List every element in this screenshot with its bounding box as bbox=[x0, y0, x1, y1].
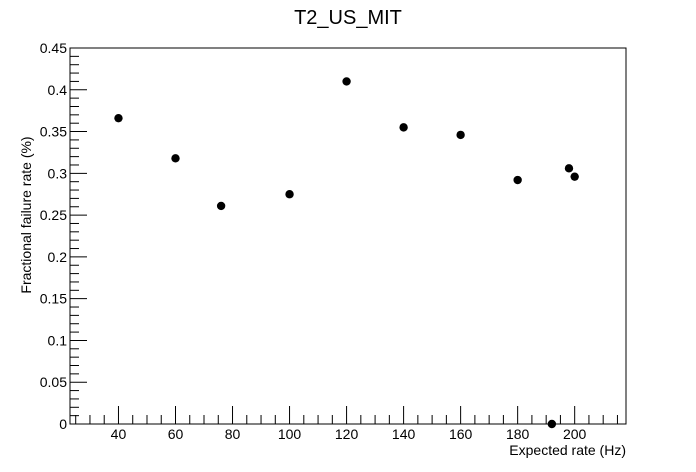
data-point-3 bbox=[216, 201, 226, 211]
x-tick-label: 200 bbox=[563, 426, 587, 442]
x-tick-label: 140 bbox=[392, 426, 416, 442]
y-tick-label: 0.35 bbox=[40, 124, 67, 140]
chart-title: T2_US_MIT bbox=[294, 7, 402, 29]
data-point-6 bbox=[399, 123, 408, 132]
x-tick-label: 180 bbox=[506, 426, 530, 442]
data-point-4 bbox=[285, 190, 294, 199]
y-tick-label: 0.15 bbox=[40, 291, 67, 307]
y-tick-label: 0.3 bbox=[48, 165, 68, 181]
data-point-10 bbox=[564, 164, 574, 173]
y-axis-label: Fractional failure rate (%) bbox=[18, 136, 34, 293]
y-tick-label: 0.25 bbox=[40, 207, 67, 223]
x-tick-label: 60 bbox=[168, 426, 184, 442]
x-tick-label: 100 bbox=[278, 426, 302, 442]
x-tick-label: 80 bbox=[225, 426, 241, 442]
data-points bbox=[114, 77, 579, 429]
x-axis-label: Expected rate (Hz) bbox=[509, 442, 626, 458]
data-point-11 bbox=[570, 172, 579, 181]
y-tick-label: 0.2 bbox=[48, 249, 68, 265]
data-point-2 bbox=[171, 154, 180, 163]
data-point-9 bbox=[547, 419, 557, 429]
x-axis: 40 60 80 100 120 140 160 180 200 bbox=[75, 406, 618, 442]
x-tick-label: 40 bbox=[111, 426, 127, 442]
data-point-7 bbox=[456, 130, 465, 140]
y-tick-label: 0.45 bbox=[40, 40, 67, 56]
y-tick-label: 0.4 bbox=[48, 82, 68, 98]
data-point-8 bbox=[513, 175, 522, 185]
y-tick-label: 0 bbox=[59, 416, 67, 432]
x-tick-label: 120 bbox=[335, 426, 359, 442]
y-axis: 0 0.05 0.1 0.15 0.2 0.25 0.3 0.35 0.4 0.45 bbox=[40, 40, 87, 432]
y-tick-label: 0.1 bbox=[48, 332, 68, 348]
data-point-5 bbox=[342, 77, 351, 86]
x-tick-label: 160 bbox=[449, 426, 473, 442]
data-point-1 bbox=[114, 113, 123, 123]
y-tick-label: 0.05 bbox=[40, 374, 67, 390]
plot-frame bbox=[69, 47, 627, 425]
